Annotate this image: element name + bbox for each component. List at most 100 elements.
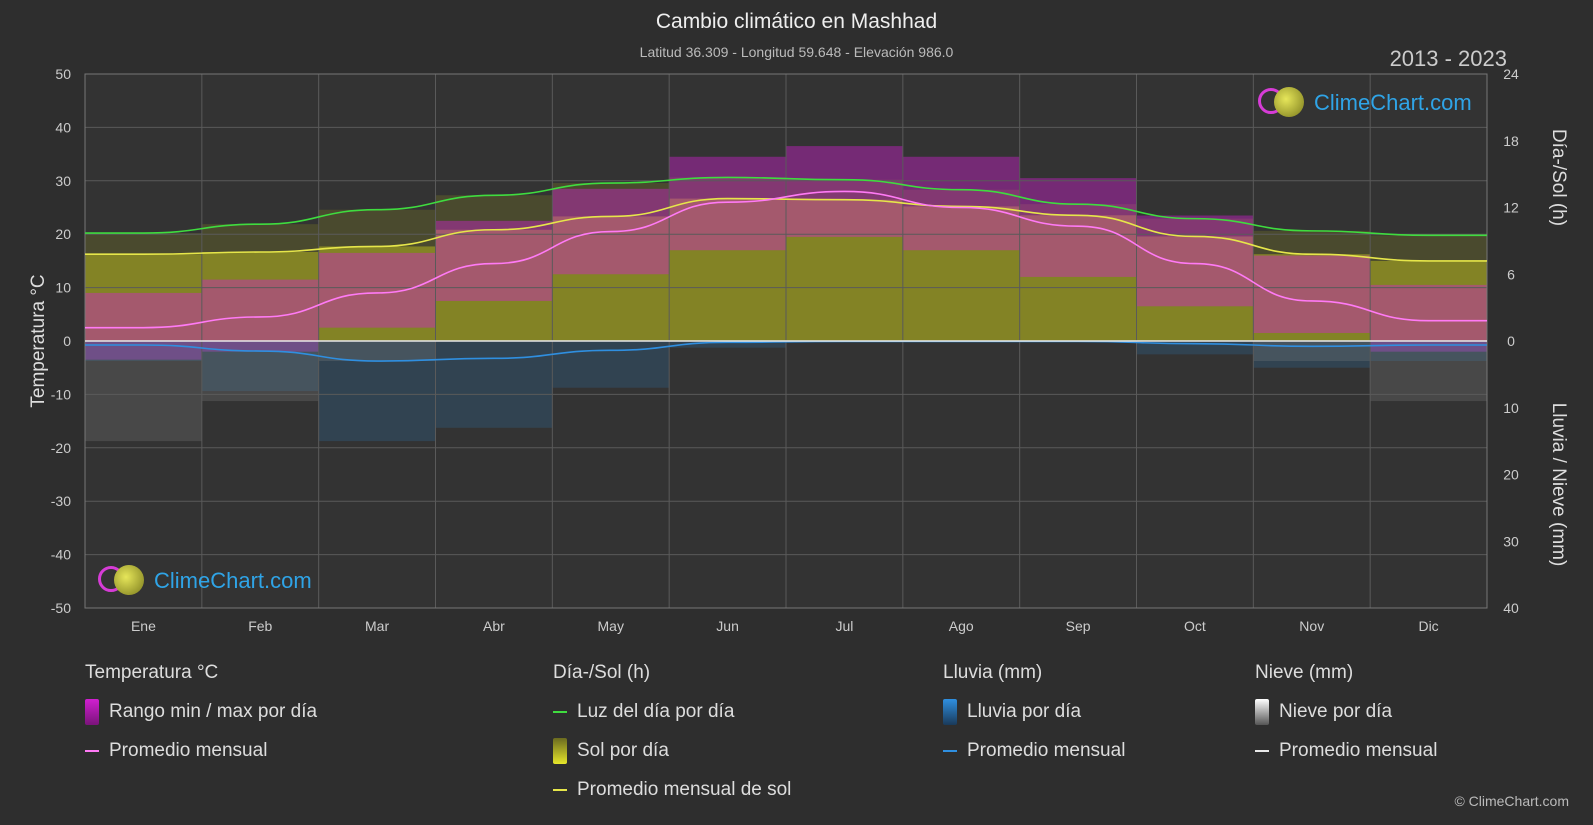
legend-swatch: [553, 789, 567, 791]
climechart-logo-icon: [1256, 86, 1308, 120]
legend-item: Promedio mensual de sol: [553, 778, 791, 802]
daylight-line: [84, 176, 1487, 237]
month-label: Sep: [1066, 618, 1091, 634]
month-label: Oct: [1184, 618, 1206, 634]
left-axis-tick-label: -50: [51, 600, 71, 616]
sunshine-bar: [1019, 215, 1137, 341]
logo-bottom[interactable]: ClimeChart.com: [96, 564, 312, 598]
legend-group-title: Nieve (mm): [1255, 662, 1354, 683]
month-label: Jun: [716, 618, 739, 634]
legend-item: Luz del día por día: [553, 700, 791, 724]
copyright: © ClimeChart.com: [1454, 793, 1569, 809]
left-axis-tick-label: 0: [63, 333, 71, 349]
legend-item: Lluvia por día: [943, 699, 1125, 725]
sunshine-avg-line: [85, 197, 1487, 262]
legend-group-title: Temperatura °C: [85, 662, 219, 683]
sunshine-bar: [786, 199, 903, 341]
legend-item: Nieve por día: [1255, 699, 1437, 725]
legend-group-title: Día-/Sol (h): [553, 662, 651, 683]
legend-item: Promedio mensual: [1255, 739, 1437, 763]
rain-bar: [669, 341, 786, 348]
left-axis-tick-label: 10: [55, 280, 71, 296]
temperature-range-bar: [1253, 255, 1371, 333]
legend-label: Sol por día: [577, 740, 669, 761]
sunshine-bar: [1136, 236, 1254, 341]
temperature-range-bar: [201, 279, 319, 352]
left-axis-tick-label: -20: [51, 440, 71, 456]
snow-bar: [1370, 341, 1487, 402]
month-label: Feb: [248, 618, 272, 634]
legend-swatch: [1255, 699, 1269, 725]
right-axis-tick-label: 20: [1503, 467, 1519, 483]
month-label: Nov: [1299, 618, 1324, 634]
right-axis-tick-label: 24: [1503, 66, 1519, 82]
sunshine-bar: [435, 229, 553, 341]
rain-bar: [318, 341, 436, 442]
temperature-range-bar: [318, 252, 436, 328]
chart-subtitle: Latitud 36.309 - Longitud 59.648 - Eleva…: [639, 44, 954, 60]
legend-swatch: [943, 750, 957, 752]
legend-label: Luz del día por día: [577, 701, 735, 722]
month-label: Ago: [949, 618, 974, 634]
sunshine-bar: [552, 216, 670, 341]
rain-avg-line: [84, 340, 1487, 362]
legend-group-daylight: Día-/Sol (h) Luz del día por día Sol por…: [553, 662, 791, 817]
legend-group-rain: Lluvia (mm) Lluvia por día Promedio mens…: [943, 662, 1125, 778]
month-label: Mar: [365, 618, 389, 634]
legend-label: Promedio mensual: [1279, 740, 1438, 761]
sunshine-bar: [902, 206, 1020, 341]
chart-title: Cambio climático en Mashhad: [655, 10, 938, 33]
sunshine-bar: [1370, 260, 1487, 341]
right-axis-tick-label: 30: [1503, 533, 1519, 549]
snow-bar: [318, 341, 436, 362]
logo-text: ClimeChart.com: [154, 568, 312, 593]
left-axis-tick-label: -10: [51, 386, 71, 402]
legend-group-temperature: Temperatura °C Rango min / max por día P…: [85, 662, 317, 778]
year-range: 2013 - 2023: [1389, 46, 1507, 71]
legend-item: Promedio mensual: [943, 739, 1125, 763]
legend-swatch: [553, 738, 567, 764]
legend: Temperatura °C Rango min / max por día P…: [0, 662, 1593, 812]
sunshine-bar: [1253, 254, 1371, 341]
legend-label: Nieve por día: [1279, 701, 1393, 722]
snow-bar: [85, 341, 202, 442]
legend-label: Promedio mensual: [967, 740, 1126, 761]
right-axis-tick-label: 0: [1507, 333, 1515, 349]
month-label: May: [598, 618, 624, 634]
left-axis-tick-label: -30: [51, 493, 71, 509]
left-axis-tick-label: 50: [55, 66, 71, 82]
sunshine-bar: [201, 252, 319, 341]
temperature-range-bar: [1136, 215, 1254, 307]
right-axis-title-top: Día-/Sol (h): [1548, 129, 1569, 226]
climechart-logo-icon: [96, 564, 148, 598]
legend-item: Rango min / max por día: [85, 699, 317, 725]
month-label: Abr: [483, 618, 505, 634]
month-label: Dic: [1418, 618, 1438, 634]
left-axis-title: Temperatura °C: [28, 274, 49, 407]
temperature-avg-line: [85, 190, 1487, 329]
logo-text: ClimeChart.com: [1314, 90, 1472, 115]
sunshine-bar: [669, 198, 786, 341]
left-axis-tick-label: 30: [55, 173, 71, 189]
legend-item: Promedio mensual: [85, 739, 317, 763]
temperature-range-bar: [1019, 178, 1137, 277]
temperature-range-bar: [85, 292, 202, 360]
legend-swatch: [85, 750, 99, 752]
right-axis-tick-label: 40: [1503, 600, 1519, 616]
right-axis-tick-label: 12: [1503, 200, 1519, 216]
legend-swatch: [553, 711, 567, 713]
legend-group-snow: Nieve (mm) Nieve por día Promedio mensua…: [1255, 662, 1437, 778]
sunshine-bar: [85, 254, 202, 341]
legend-group-title: Lluvia (mm): [943, 662, 1043, 683]
legend-label: Promedio mensual: [109, 740, 268, 761]
right-axis-tick-label: 10: [1503, 400, 1519, 416]
legend-swatch: [943, 699, 957, 725]
left-axis-tick-label: 20: [55, 226, 71, 242]
logo-top[interactable]: ClimeChart.com: [1256, 86, 1472, 120]
rain-bar: [435, 341, 553, 428]
right-axis-tick-label: 6: [1507, 266, 1515, 282]
left-axis-tick-label: -40: [51, 547, 71, 563]
month-label: Ene: [131, 618, 156, 634]
snow-bar: [1253, 341, 1371, 362]
